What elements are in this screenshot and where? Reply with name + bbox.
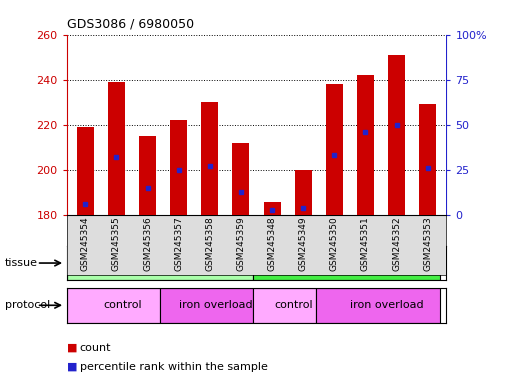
Bar bbox=[201, 102, 219, 215]
Text: GDS3086 / 6980050: GDS3086 / 6980050 bbox=[67, 18, 194, 31]
Text: tissue: tissue bbox=[5, 258, 38, 268]
Bar bbox=[294, 170, 312, 215]
Bar bbox=[77, 127, 94, 215]
Text: percentile rank within the sample: percentile rank within the sample bbox=[80, 362, 267, 372]
Text: control: control bbox=[274, 300, 313, 310]
Bar bbox=[160, 288, 253, 323]
Bar bbox=[139, 136, 156, 215]
Bar bbox=[357, 75, 374, 215]
Text: iron overload: iron overload bbox=[350, 300, 424, 310]
Bar bbox=[315, 288, 440, 323]
Bar bbox=[67, 246, 253, 280]
Bar bbox=[170, 120, 187, 215]
Text: cardiac muscle: cardiac muscle bbox=[314, 258, 398, 268]
Bar bbox=[388, 55, 405, 215]
Bar bbox=[264, 202, 281, 215]
Bar bbox=[67, 288, 160, 323]
Bar bbox=[232, 143, 249, 215]
Text: protocol: protocol bbox=[5, 300, 50, 310]
Text: ■: ■ bbox=[67, 362, 77, 372]
Bar bbox=[108, 82, 125, 215]
Text: ■: ■ bbox=[67, 343, 77, 353]
Text: control: control bbox=[104, 300, 142, 310]
Text: iron overload: iron overload bbox=[179, 300, 253, 310]
Text: count: count bbox=[80, 343, 111, 353]
Bar bbox=[253, 246, 440, 280]
Bar bbox=[253, 288, 315, 323]
Bar bbox=[326, 84, 343, 215]
Text: skeletal muscle: skeletal muscle bbox=[126, 258, 212, 268]
Bar bbox=[419, 104, 436, 215]
